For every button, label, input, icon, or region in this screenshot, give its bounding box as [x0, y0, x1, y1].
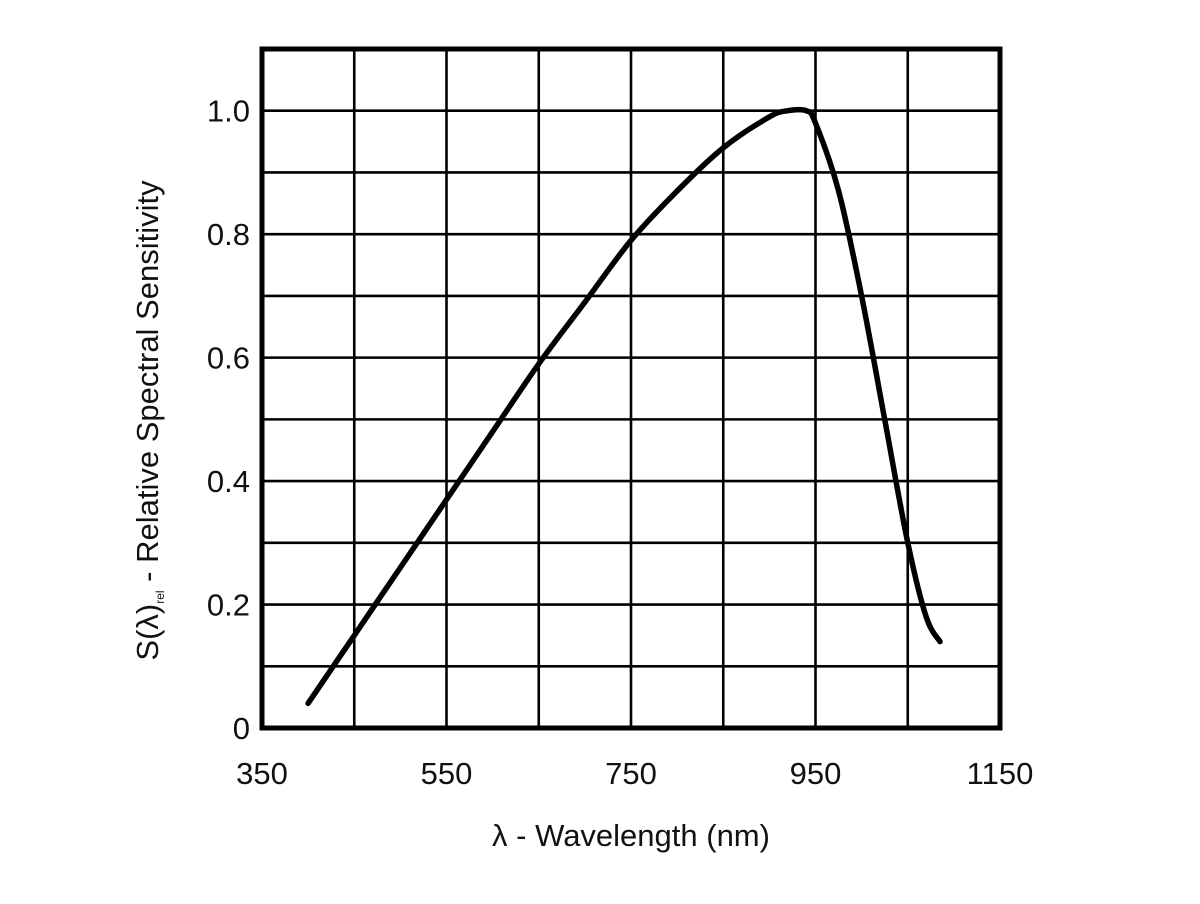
x-tick-label: 950	[790, 756, 842, 791]
grid	[262, 49, 1000, 728]
x-tick-label: 350	[236, 756, 288, 791]
y-tick-label: 0.6	[207, 341, 250, 376]
y-tick-label: 0.2	[207, 588, 250, 623]
plot-frame	[259, 46, 1003, 731]
y-tick-label: 1.0	[207, 94, 250, 129]
y-tick-label: 0	[233, 711, 250, 746]
y-axis-label-suffix: - Relative Spectral Sensitivity	[130, 180, 165, 591]
y-axis-label-prefix: S(λ)	[130, 604, 165, 661]
y-tick-label: 0.4	[207, 464, 250, 499]
x-tick-label: 550	[421, 756, 473, 791]
y-tick-labels: 0 0.2 0.4 0.6 0.8 1.0	[207, 94, 250, 746]
x-tick-label: 750	[605, 756, 657, 791]
x-axis-label: λ - Wavelength (nm)	[492, 818, 770, 853]
y-tick-label: 0.8	[207, 217, 250, 252]
y-axis-label-subscript: rel	[153, 590, 167, 603]
series-line	[305, 106, 943, 707]
x-tick-labels: 350 550 750 950 1150	[236, 756, 1033, 791]
y-axis-label: S(λ)rel - Relative Spectral Sensitivity	[130, 180, 167, 661]
series-group	[305, 106, 943, 707]
x-tick-label: 1150	[967, 756, 1034, 791]
